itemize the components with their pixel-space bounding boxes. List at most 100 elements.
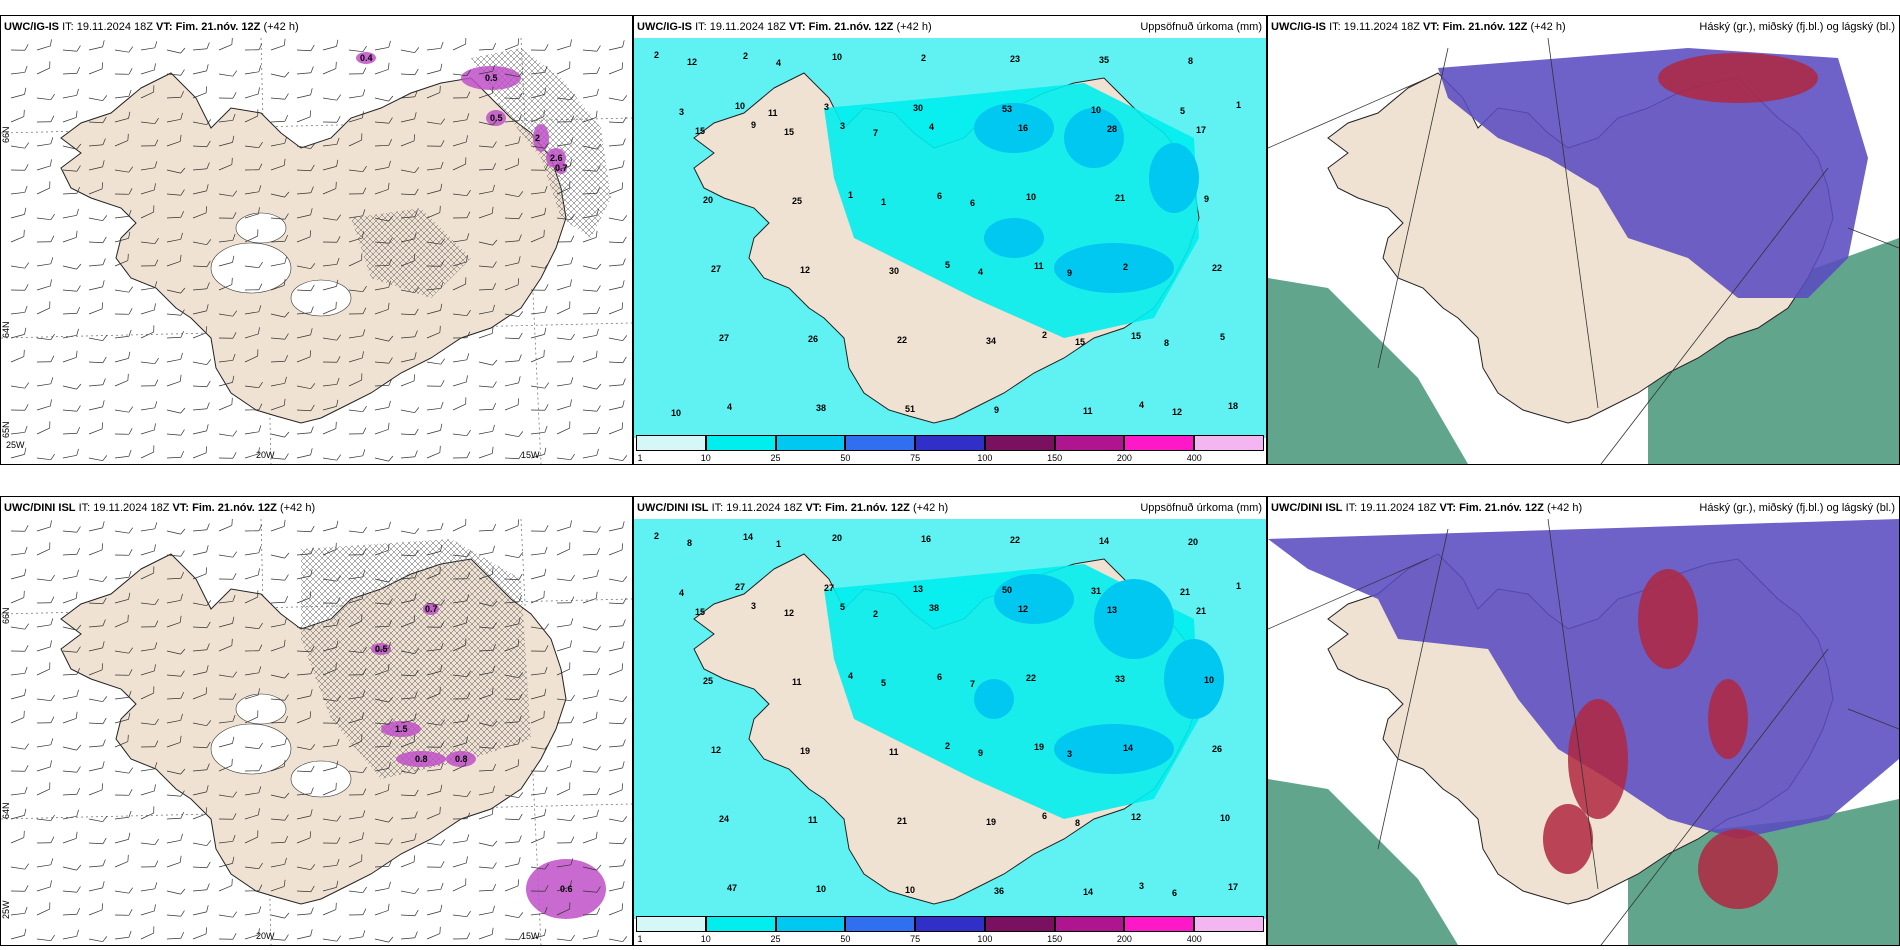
wind-barb <box>322 137 340 147</box>
wind-barb-flag <box>336 858 340 866</box>
wind-barb-flag <box>440 281 444 289</box>
wind-barb-shaft <box>88 698 103 703</box>
colorbar-cell <box>775 916 846 932</box>
wind-barb <box>530 808 547 820</box>
wind-barb <box>374 936 394 943</box>
wind-barb <box>140 85 155 99</box>
wind-barb-flag <box>544 327 547 335</box>
wind-barb-shaft <box>296 837 311 844</box>
wind-barb <box>296 569 313 580</box>
wind-barb-flag <box>309 711 312 719</box>
wind-barb-flag <box>439 85 441 93</box>
wind-barb-shaft <box>478 333 493 339</box>
wind-barb <box>348 766 367 774</box>
wind-barb-flag <box>231 638 233 646</box>
wind-barb <box>192 42 210 51</box>
wind-barb-shaft <box>270 337 285 340</box>
wind-barb <box>218 353 236 363</box>
wind-barb <box>218 135 235 147</box>
wind-barb-flag <box>440 621 445 628</box>
precip-value-label: 7 <box>970 679 975 689</box>
wind-barb-shaft <box>88 722 103 725</box>
wind-barb-flag <box>310 306 314 313</box>
wind-barb-shaft <box>348 576 363 580</box>
precip-value-label: 34 <box>986 336 996 346</box>
wind-barb-flag <box>232 310 238 317</box>
grid-line <box>1268 558 1429 630</box>
wind-barb-shaft <box>582 815 597 820</box>
wind-barb-shaft <box>530 552 545 556</box>
wind-barb-shaft <box>244 596 258 604</box>
wind-barb-flag <box>206 905 209 912</box>
wind-barb-shaft <box>218 743 233 748</box>
wind-barb-flag <box>414 188 419 195</box>
wind-barb <box>88 903 104 916</box>
wind-barb <box>608 215 628 222</box>
wind-barb <box>62 547 80 556</box>
wind-barb <box>88 521 105 532</box>
wind-barb-shaft <box>504 193 519 198</box>
wind-barb-shaft <box>322 188 337 195</box>
wind-barb-shaft <box>36 886 51 892</box>
wind-barb <box>114 46 134 53</box>
wind-barb-flag <box>205 927 208 935</box>
wind-barb <box>140 357 159 365</box>
wind-barb-shaft <box>114 861 129 868</box>
precip-value-label: 11 <box>1083 406 1093 416</box>
wind-barb-shaft <box>140 888 155 892</box>
wind-barb <box>270 278 286 291</box>
wind-barb <box>400 428 419 436</box>
wind-barb-shaft <box>374 647 389 652</box>
wind-barb <box>478 600 498 607</box>
wind-barb-flag <box>23 229 25 237</box>
wind-barb-flag <box>232 430 238 437</box>
wind-barb-shaft <box>400 358 415 363</box>
wind-barb-flag <box>258 261 263 268</box>
wind-barb <box>374 739 392 748</box>
wind-barb <box>88 619 106 628</box>
wind-barb-shaft <box>582 575 597 580</box>
wind-barb <box>192 380 211 388</box>
wind-barb-flag <box>24 185 28 193</box>
wind-barb-shaft <box>114 741 129 748</box>
wind-barb-shaft <box>374 818 389 823</box>
wind-barb-flag <box>153 806 155 814</box>
wind-barb-flag <box>414 112 417 119</box>
wind-barb <box>530 590 545 604</box>
wind-barb <box>10 305 28 315</box>
precip-value-label: 3 <box>751 601 756 611</box>
wind-barb-shaft <box>62 746 77 751</box>
wind-barb-flag <box>518 332 523 339</box>
wind-barb-flag <box>206 402 210 409</box>
wind-barb-shaft <box>10 575 25 580</box>
wind-barb <box>218 310 238 317</box>
wind-barb <box>244 87 260 99</box>
wind-barb-shaft <box>62 385 77 390</box>
wind-barb-flag <box>518 857 521 864</box>
wind-barb-flag <box>102 280 105 287</box>
precip-value-label: 6 <box>1042 811 1047 821</box>
wind-barb <box>36 93 55 101</box>
wind-barb <box>114 329 132 339</box>
wind-barb-flag <box>440 238 446 245</box>
wind-barb <box>322 662 337 676</box>
wind-barb <box>140 620 159 628</box>
wind-barb-shaft <box>374 241 389 244</box>
wind-barb-shaft <box>36 548 50 556</box>
wind-barb-shaft <box>88 527 103 532</box>
axis-label: 66N <box>1 126 11 143</box>
wind-barb-shaft <box>452 163 466 171</box>
wind-barb-shaft <box>374 865 389 868</box>
wind-barb-flag <box>387 903 390 911</box>
panel-subtitle: Uppsöfnuð úrkoma (mm) <box>1140 21 1262 33</box>
wind-barb-shaft <box>322 818 337 822</box>
wind-barb-shaft <box>192 551 207 556</box>
wind-barb <box>556 399 572 411</box>
wind-barb <box>62 350 78 363</box>
wind-barb-flag <box>76 809 79 817</box>
precip-value-label: 1 <box>1236 581 1241 591</box>
wind-barb-shaft <box>530 145 545 149</box>
wind-barb <box>10 885 29 892</box>
wind-barb-shaft <box>452 720 467 724</box>
wind-barb-shaft <box>556 624 571 628</box>
